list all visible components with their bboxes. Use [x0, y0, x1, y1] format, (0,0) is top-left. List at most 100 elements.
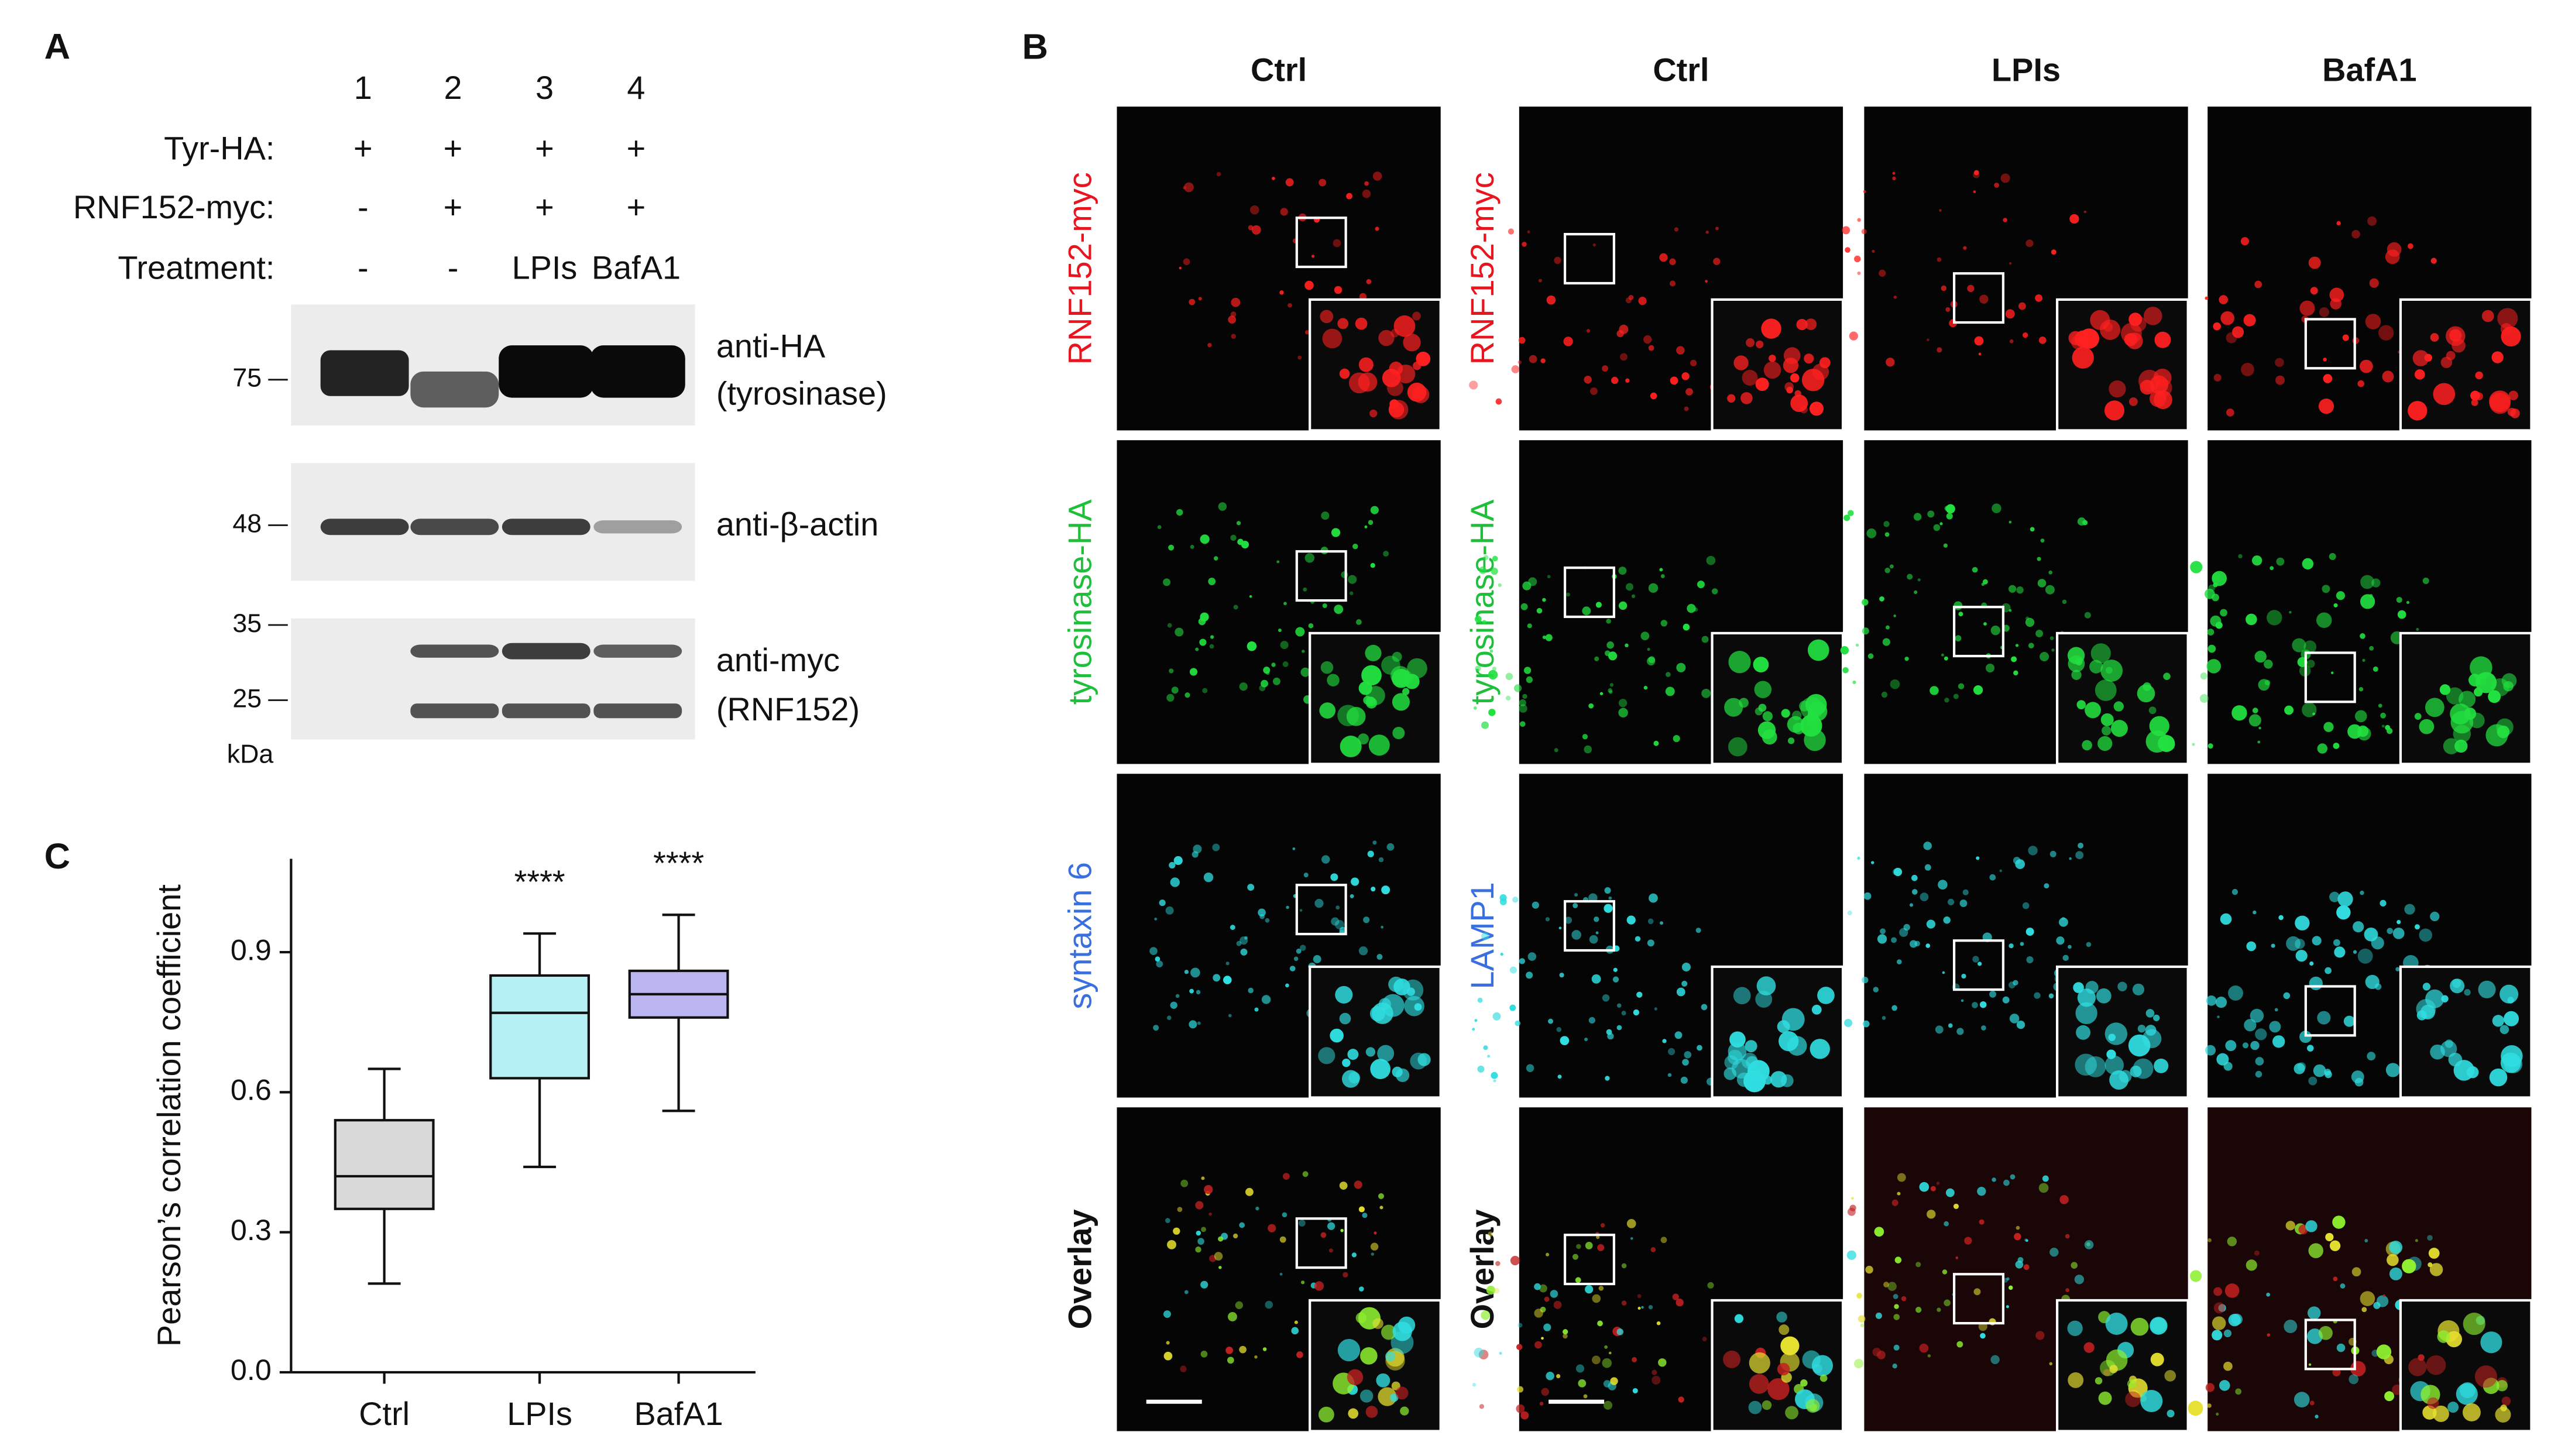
speckle [1488, 1231, 1493, 1237]
speckle [1854, 255, 1861, 263]
speckle [1925, 943, 1931, 948]
inset-speckle [1804, 353, 1814, 364]
inset-speckle [1355, 317, 1368, 330]
speckle [1232, 1233, 1238, 1239]
speckle [1526, 971, 1533, 979]
roi-box [1563, 566, 1616, 619]
inset-speckle [2446, 351, 2456, 360]
inset-speckle [1754, 681, 1772, 698]
speckle [1196, 1230, 1201, 1236]
speckle [2035, 1331, 2045, 1340]
speckle [1483, 1045, 1488, 1050]
speckle [2365, 974, 2380, 990]
speckle [2325, 967, 2332, 974]
speckle [2351, 229, 2360, 239]
speckle [1244, 936, 1248, 940]
speckle [1541, 1388, 1549, 1396]
speckle [1261, 995, 1271, 1004]
speckle [1236, 521, 1241, 526]
inset-speckle [1347, 1049, 1359, 1060]
speckle [2037, 557, 2041, 561]
speckle [1674, 227, 1679, 232]
speckle [1175, 627, 1184, 637]
speckle [1953, 1203, 1959, 1209]
inset-speckle [1371, 1002, 1393, 1024]
speckle [1619, 601, 1628, 610]
speckle [2037, 579, 2047, 588]
speckle [2389, 1267, 2402, 1280]
inset-speckle [2470, 390, 2480, 401]
speckle [1589, 935, 1598, 944]
speckle [2387, 1254, 2399, 1266]
speckle [1941, 285, 1947, 291]
speckle [1676, 1299, 1684, 1307]
speckle [1855, 643, 1859, 647]
speckle [1713, 257, 1721, 265]
speckle [2333, 743, 2340, 749]
speckle [2286, 936, 2301, 951]
speckle [1481, 721, 1489, 729]
speckle [2212, 571, 2227, 586]
speckle [1538, 279, 1542, 283]
inset-speckle [1386, 379, 1403, 396]
inset-speckle [1787, 737, 1795, 744]
speckle [1233, 605, 1238, 610]
speckle [1155, 956, 1161, 962]
inset-speckle [2104, 1055, 2124, 1075]
speckle [1532, 901, 1539, 909]
speckle [1927, 1354, 1931, 1358]
speckle [1628, 294, 1634, 300]
speckle [1166, 1341, 1170, 1345]
row-label: Overlay [1464, 1209, 1501, 1329]
speckle [1343, 1272, 1348, 1278]
speckle [1946, 513, 1953, 520]
speckle [1843, 514, 1850, 521]
speckle [1300, 945, 1306, 951]
speckle [1170, 1001, 1177, 1009]
speckle [1491, 567, 1498, 575]
speckle [1236, 940, 1242, 946]
speckle [1989, 874, 1996, 881]
column-header: LPIs [1992, 51, 2061, 88]
speckle [1572, 1254, 1579, 1260]
inset-speckle [1802, 1350, 1821, 1369]
speckle [2332, 1215, 2346, 1229]
speckle [1539, 1402, 1544, 1406]
speckle [1291, 1327, 1299, 1335]
speckle [1184, 970, 1189, 974]
speckle [1857, 271, 1861, 275]
inset-speckle [1770, 1071, 1787, 1088]
speckle [2369, 645, 2374, 651]
row-label: RNF152-myc [1464, 172, 1501, 365]
speckle [1529, 355, 1537, 363]
inset-speckle [1723, 1350, 1741, 1368]
speckle [1879, 269, 1886, 277]
speckle [1201, 1176, 1205, 1180]
speckle [1893, 867, 1903, 877]
row-label: Treatment: [118, 249, 274, 286]
speckle [1554, 748, 1558, 753]
speckle [1166, 693, 1175, 702]
speckle [1892, 1364, 1897, 1369]
inset-speckle [2140, 1390, 2163, 1413]
speckle [1477, 1065, 1485, 1073]
inset-speckle [1767, 1378, 1790, 1400]
speckle [1515, 1020, 1521, 1026]
speckle [1331, 528, 1341, 537]
speckle [1300, 1280, 1305, 1285]
speckle [2207, 1238, 2212, 1242]
inset-speckle [2437, 1330, 2450, 1343]
lane-number: 2 [444, 69, 462, 106]
inset-speckle [1724, 698, 1743, 717]
inset-speckle [2121, 322, 2142, 344]
speckle [1909, 903, 1914, 907]
speckle [1972, 1002, 1978, 1008]
speckle [1891, 1199, 1898, 1206]
inset-speckle [1348, 1408, 1359, 1419]
speckle [1953, 693, 1959, 699]
speckle [1286, 905, 1289, 909]
speckle [1927, 510, 1935, 518]
speckle [1495, 1261, 1501, 1266]
inset-speckle [1784, 382, 1794, 392]
speckle [1944, 506, 1950, 511]
